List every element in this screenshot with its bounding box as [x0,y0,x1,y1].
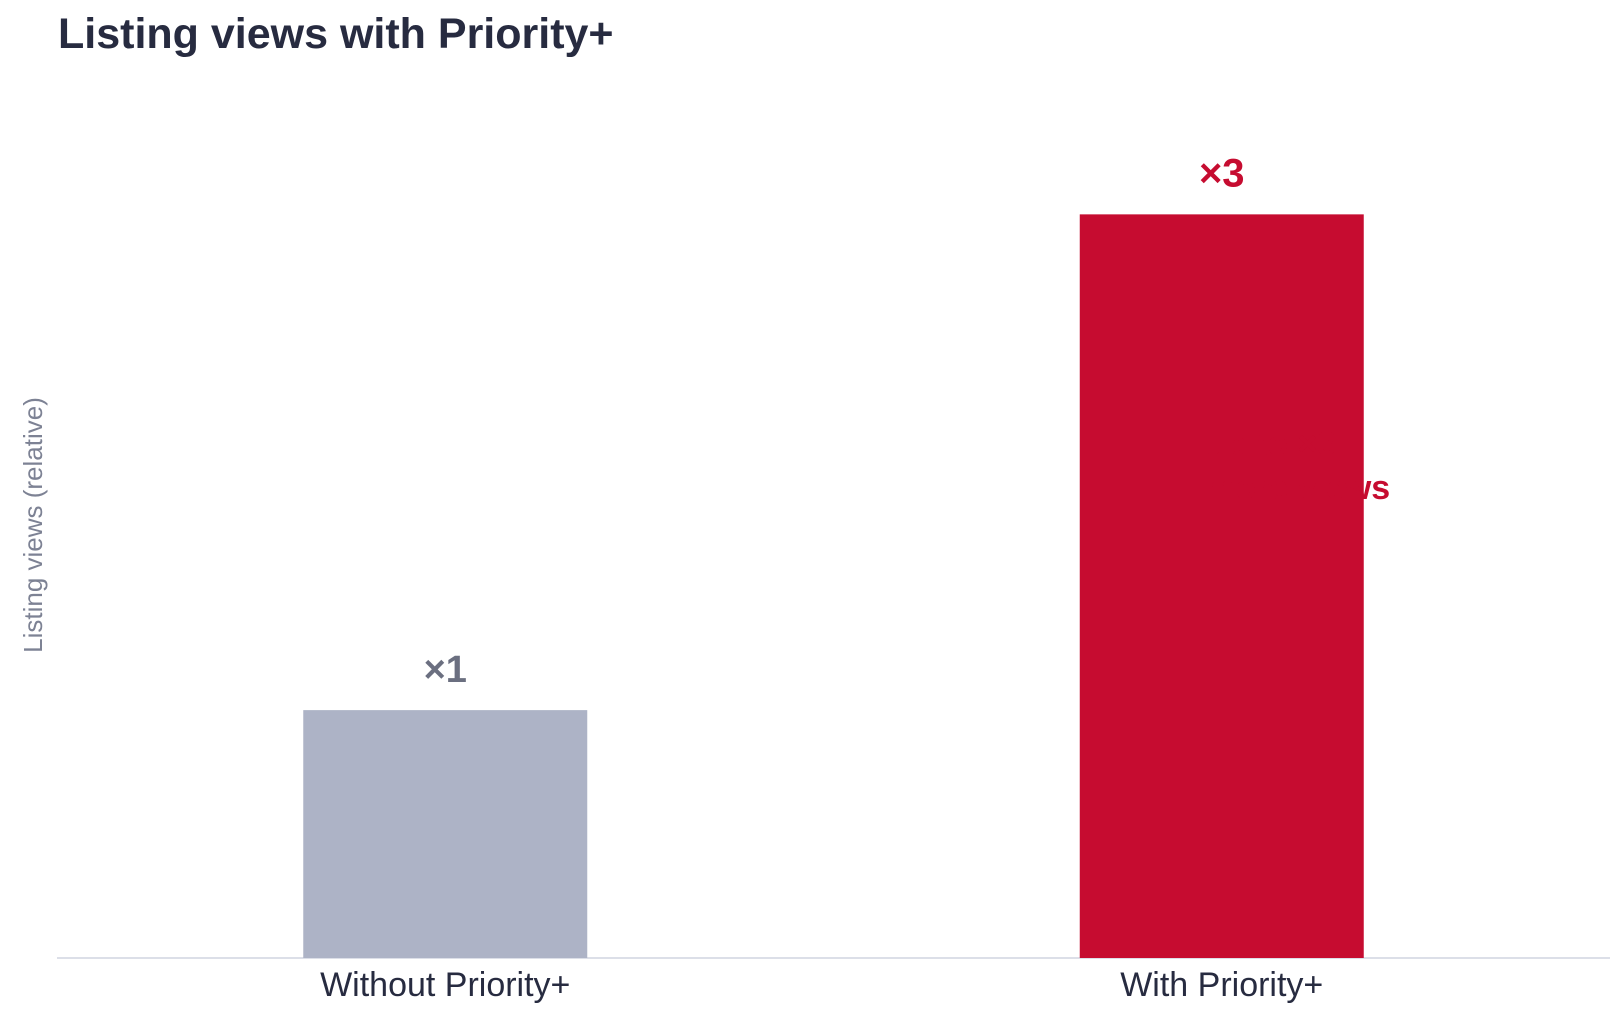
bar-without-priority [303,710,588,958]
y-axis-label: Listing views (relative) [18,397,48,653]
chart-title: Listing views with Priority+ [58,10,614,58]
data-label-without-priority: ×1 [424,649,467,691]
value-labels-group: ×1 ×3 [424,151,1245,691]
data-label-with-priority: ×3 [1199,151,1245,195]
x-tick-label-without-priority: Without Priority+ [320,966,570,1004]
bars-group [303,214,1364,958]
annotation-up-to-3x: up to ×3 more views [1205,425,1391,507]
tick-labels-group: Without Priority+ With Priority+ [320,966,1323,1004]
x-tick-label-with-priority: With Priority+ [1120,966,1323,1004]
bar-with-priority [1079,214,1364,958]
